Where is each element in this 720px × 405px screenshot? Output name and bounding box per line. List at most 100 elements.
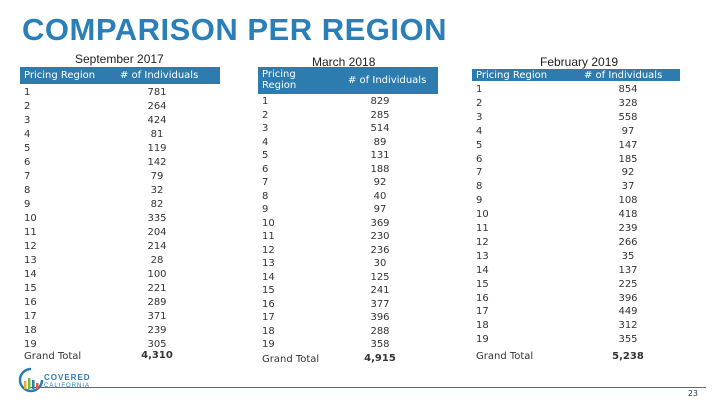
pricing-region-cell: 2 [476, 97, 483, 109]
table-row: 1 781 [20, 86, 220, 99]
table-row: 17 449 [472, 305, 680, 318]
table-row: 13 30 [258, 257, 438, 270]
table-row: 10 418 [472, 208, 680, 221]
pricing-region-cell: 17 [476, 306, 489, 318]
individuals-cell: 558 [618, 111, 638, 123]
table-row: 8 32 [20, 184, 220, 197]
table-row: 2 328 [472, 97, 680, 110]
pricing-region-cell: 19 [24, 339, 37, 350]
pricing-region-cell: 8 [262, 190, 269, 202]
individuals-cell: 239 [618, 223, 638, 234]
pricing-region-cell: 12 [262, 244, 275, 256]
header-pricing-region: Pricing Region [262, 69, 302, 91]
individuals-cell: 82 [150, 199, 164, 210]
individuals-cell: 89 [373, 136, 387, 148]
individuals-cell: 137 [618, 264, 638, 276]
individuals-cell: 781 [147, 87, 167, 98]
individuals-cell: 328 [618, 97, 638, 109]
table-row: 13 35 [472, 250, 680, 263]
header-individuals: # of Individuals [348, 75, 427, 86]
table-row: 11 204 [20, 226, 220, 239]
pricing-region-cell: 14 [24, 269, 37, 280]
pricing-region-cell: 10 [476, 209, 489, 221]
table-row: 8 37 [472, 180, 680, 193]
logo-icon [18, 367, 44, 393]
individuals-cell: 377 [370, 298, 390, 310]
pricing-region-cell: 17 [262, 312, 275, 323]
individuals-cell: 266 [618, 236, 638, 248]
table-row: 4 81 [20, 128, 220, 141]
table-row: 15 225 [472, 278, 680, 291]
table-row: 16 377 [258, 298, 438, 311]
header-individuals: # of Individuals [120, 70, 199, 81]
individuals-cell: 92 [373, 177, 387, 188]
panel-title: March 2018 [312, 55, 376, 69]
table-row: 19 358 [258, 338, 438, 351]
header-individuals: # of Individuals [584, 70, 663, 81]
table-row: 13 28 [20, 254, 220, 267]
pricing-region-cell: 16 [262, 298, 275, 310]
table-row: 19 305 [20, 338, 220, 351]
panel-february-2019: February 2019 Pricing Region # of Indivi… [472, 52, 680, 372]
individuals-cell: 264 [147, 101, 167, 112]
individuals-cell: 97 [373, 204, 387, 215]
individuals-cell: 424 [147, 115, 167, 126]
table-row: 6 185 [472, 153, 680, 166]
pricing-region-cell: 18 [262, 325, 275, 337]
individuals-cell: 355 [618, 334, 638, 346]
table-row: 3 424 [20, 114, 220, 127]
pricing-region-cell: 11 [476, 223, 489, 234]
individuals-cell: 185 [618, 153, 638, 165]
table-row: 19 355 [472, 333, 680, 346]
individuals-cell: 236 [370, 244, 390, 256]
table-row: 2 285 [258, 109, 438, 122]
pricing-region-cell: 4 [262, 136, 269, 148]
individuals-cell: 97 [621, 125, 635, 137]
table-header: Pricing Region # of Individuals [20, 67, 220, 84]
individuals-cell: 335 [147, 213, 167, 224]
individuals-cell: 92 [621, 167, 635, 179]
pricing-region-cell: 6 [476, 153, 483, 165]
pricing-region-cell: 8 [476, 181, 483, 193]
individuals-cell: 119 [147, 143, 167, 154]
table-row: 12 236 [258, 244, 438, 257]
individuals-cell: 514 [370, 123, 390, 134]
grand-total-value: 4,915 [364, 353, 396, 364]
pricing-region-cell: 3 [476, 111, 483, 123]
table-row: 11 239 [472, 222, 680, 235]
pricing-region-cell: 2 [24, 101, 31, 112]
pricing-region-cell: 14 [476, 264, 489, 276]
individuals-cell: 285 [370, 109, 390, 121]
individuals-cell: 142 [147, 157, 167, 168]
table-row: 12 214 [20, 240, 220, 253]
pricing-region-cell: 12 [476, 236, 489, 248]
individuals-cell: 30 [373, 258, 387, 269]
individuals-cell: 371 [147, 311, 167, 322]
pricing-region-cell: 16 [476, 292, 489, 304]
pricing-region-cell: 4 [24, 129, 31, 140]
table-row: 3 514 [258, 122, 438, 135]
individuals-cell: 188 [370, 163, 390, 175]
individuals-cell: 305 [147, 339, 167, 350]
panel-march-2018: March 2018 Pricing Region # of Individua… [258, 52, 438, 372]
pricing-region-cell: 5 [262, 150, 269, 161]
pricing-region-cell: 13 [24, 255, 37, 266]
header-pricing-region: Pricing Region [24, 70, 96, 81]
pricing-region-cell: 13 [262, 258, 275, 269]
pricing-region-cell: 4 [476, 125, 483, 137]
pricing-region-cell: 11 [24, 227, 37, 238]
pricing-region-cell: 8 [24, 185, 31, 196]
table-row: 7 92 [258, 176, 438, 189]
page-title: COMPARISON PER REGION [22, 12, 448, 47]
pricing-region-cell: 7 [262, 177, 269, 188]
individuals-cell: 100 [147, 269, 167, 280]
pricing-region-cell: 17 [24, 311, 37, 322]
table-row: 2 264 [20, 100, 220, 113]
table-row: 10 335 [20, 212, 220, 225]
pricing-region-cell: 9 [24, 199, 31, 210]
pricing-region-cell: 18 [476, 320, 489, 332]
pricing-region-cell: 1 [476, 84, 483, 95]
table-row: 9 108 [472, 194, 680, 207]
pricing-region-cell: 10 [24, 213, 37, 224]
pricing-region-cell: 5 [24, 143, 31, 154]
